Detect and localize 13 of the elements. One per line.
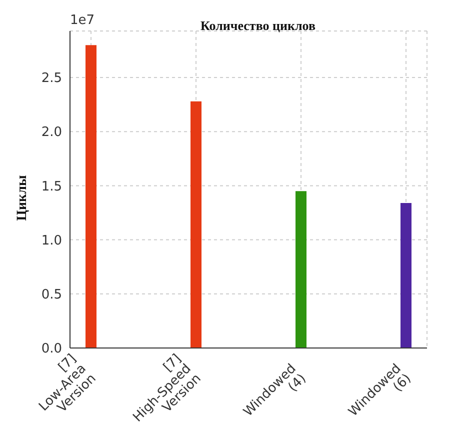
y-axis-title: Циклы [15,175,30,221]
y-tick-label: 1.0 [41,233,62,248]
bar [190,101,202,348]
y-tick-label: 0.0 [41,342,62,357]
bar [296,191,306,348]
y-tick-label: 1.5 [41,179,62,194]
bar [86,45,96,348]
y-tick-label: 2.0 [41,125,62,140]
text: 1e7 [70,13,95,28]
y-tick-label: 2.5 [41,71,62,86]
chart-title: Количество циклов [200,18,316,33]
bar [400,203,412,348]
y-tick-label: 0.5 [41,288,62,303]
